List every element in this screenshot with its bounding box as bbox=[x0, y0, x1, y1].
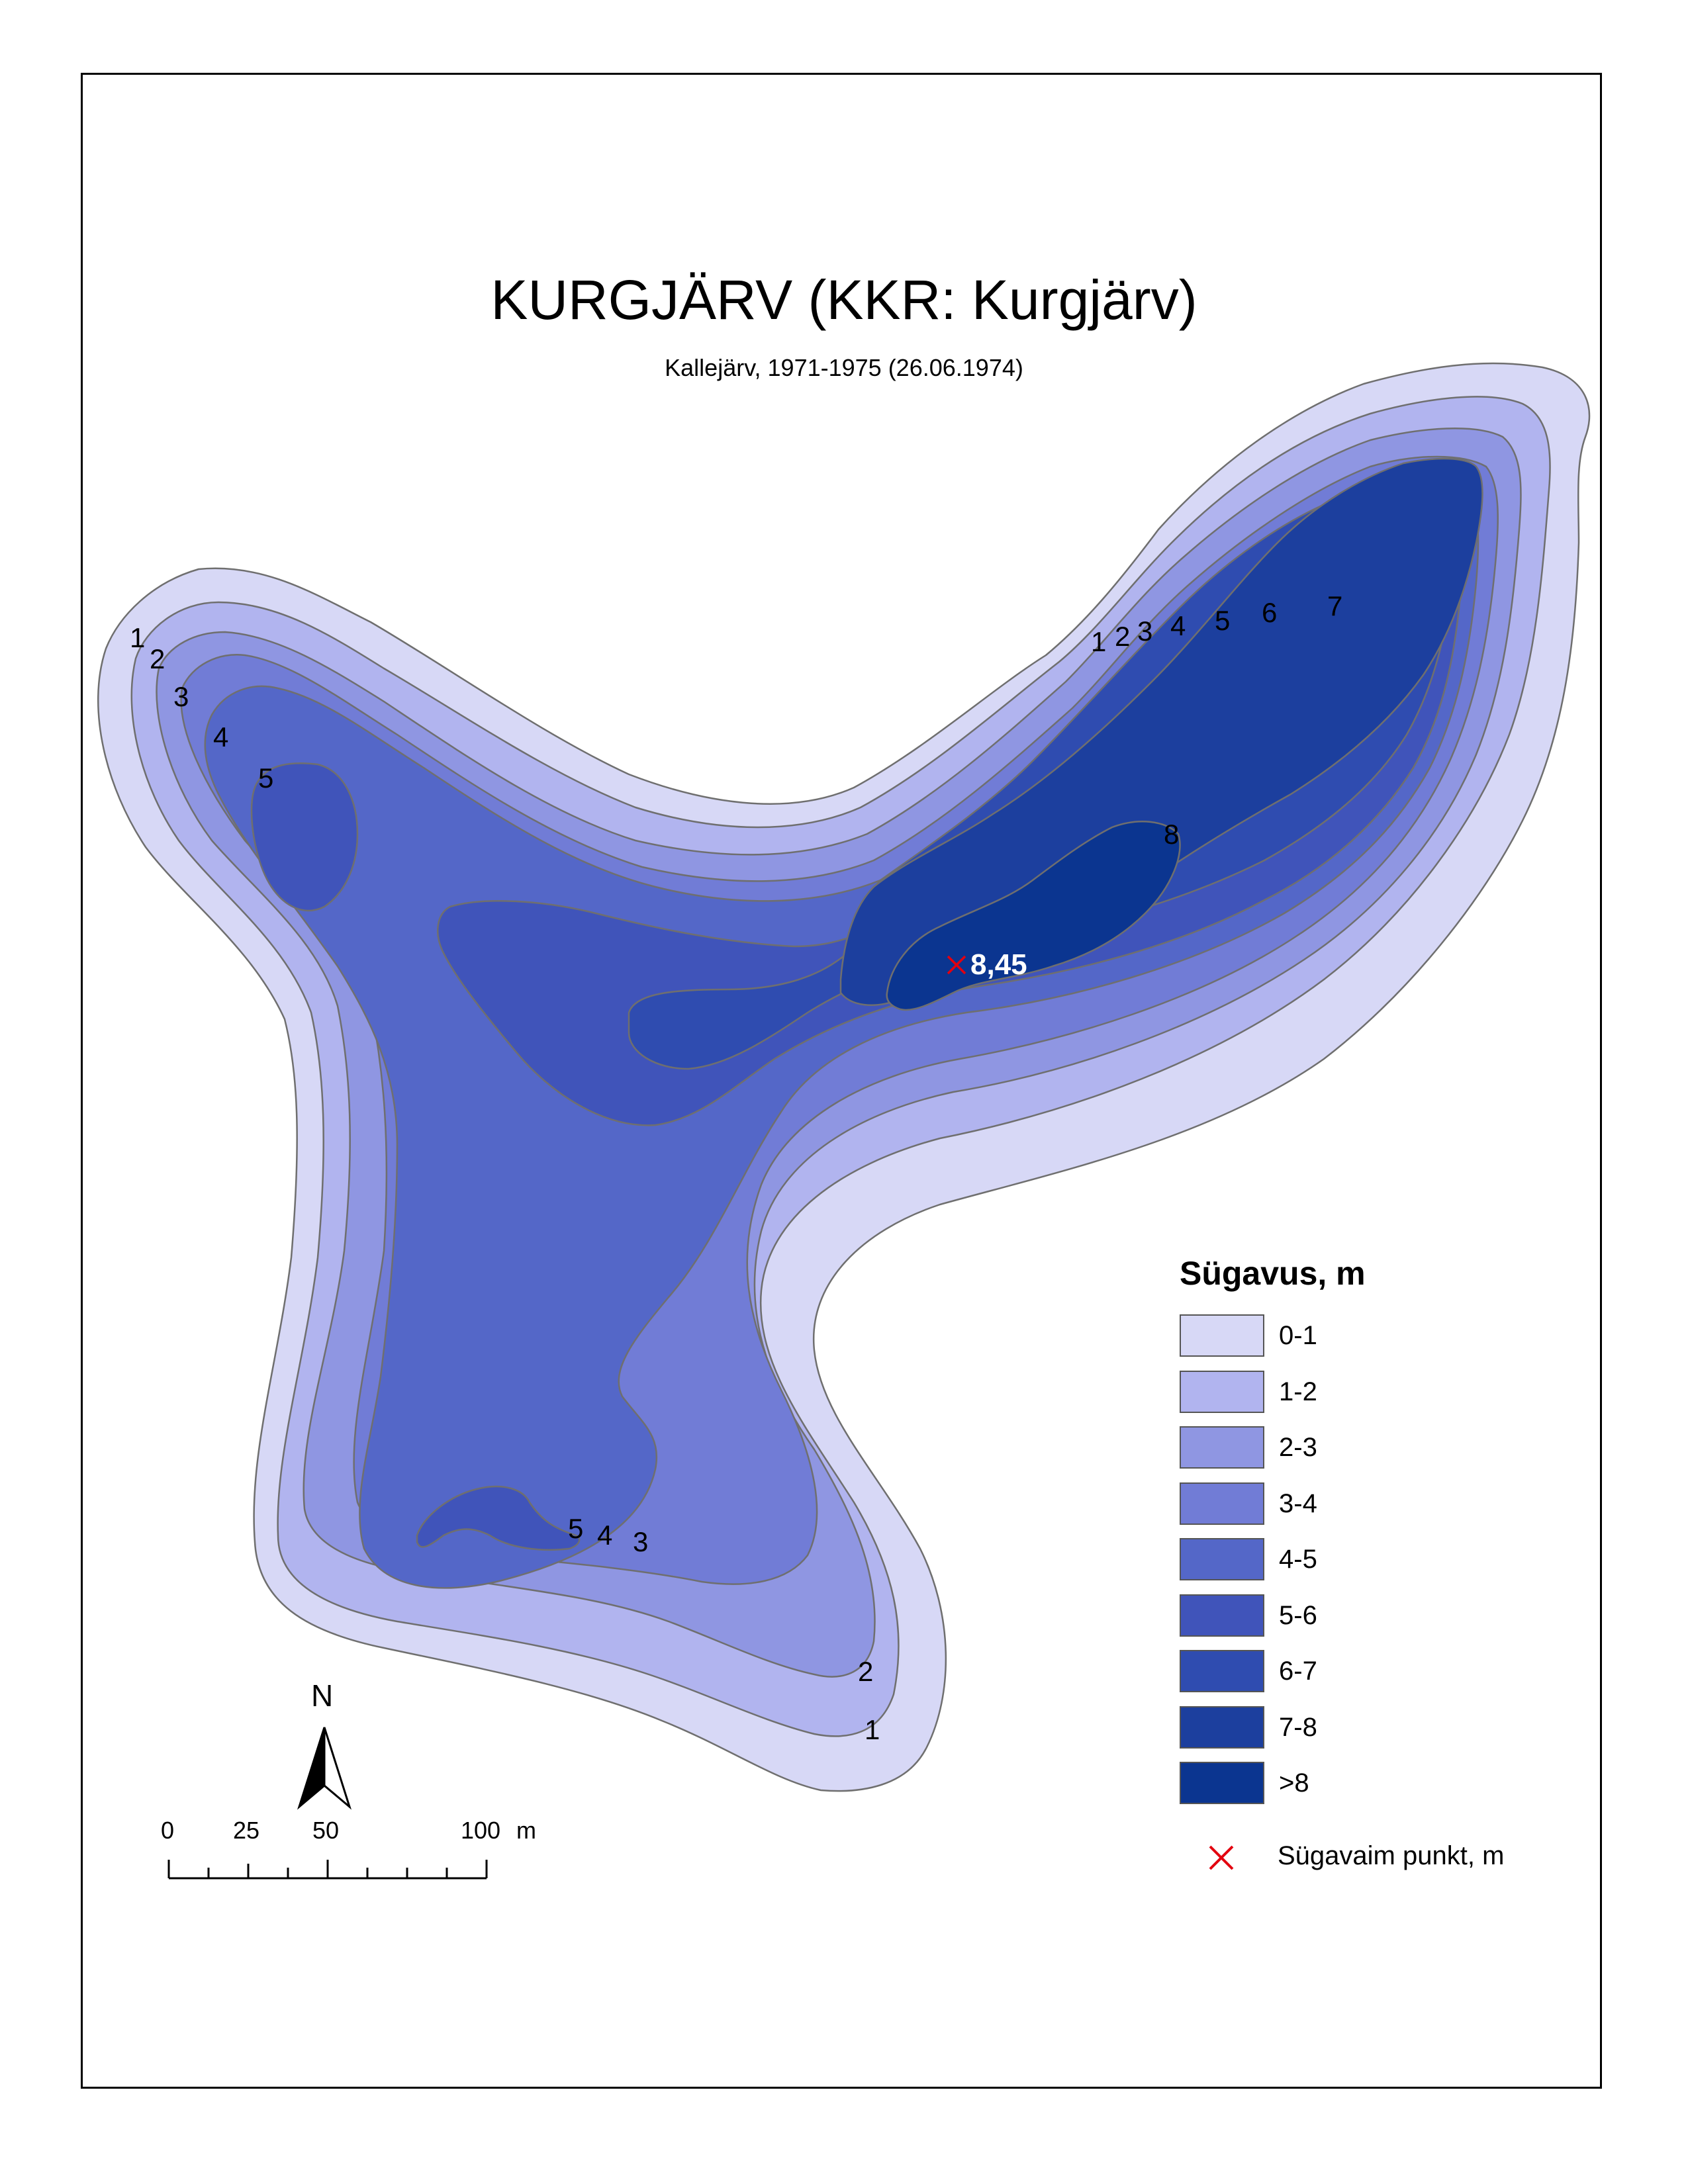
legend-title: Sügavus, m bbox=[1180, 1255, 1366, 1292]
legend-point-label: Sügavaim punkt, m bbox=[1278, 1841, 1505, 1870]
contour-label: 1 bbox=[1091, 626, 1106, 657]
contour-label: 4 bbox=[213, 721, 228, 752]
legend-label: >8 bbox=[1279, 1768, 1309, 1797]
contour-label: 1 bbox=[865, 1714, 880, 1745]
contour-label: 7 bbox=[1327, 590, 1342, 621]
scale-unit: m bbox=[516, 1817, 536, 1844]
contour-label: 2 bbox=[858, 1656, 873, 1687]
contour-label: 4 bbox=[597, 1520, 612, 1551]
scale-tick-label: 100 bbox=[461, 1817, 501, 1844]
legend-swatch bbox=[1180, 1482, 1264, 1525]
legend-item: 7-8 bbox=[1180, 1706, 1444, 1749]
contour-label: 1 bbox=[130, 622, 145, 653]
legend-item: 2-3 bbox=[1180, 1426, 1444, 1469]
legend-item: >8 bbox=[1180, 1762, 1444, 1804]
legend-item: 0-1 bbox=[1180, 1314, 1444, 1357]
legend-label: 7-8 bbox=[1279, 1712, 1317, 1742]
deepest-point-value: 8,45 bbox=[970, 948, 1027, 981]
contour-label: 5 bbox=[568, 1513, 583, 1544]
legend-label: 0-1 bbox=[1279, 1321, 1317, 1350]
map-subtitle: Kallejärv, 1971-1975 (26.06.1974) bbox=[665, 354, 1023, 381]
legend-deepest-point-icon bbox=[1209, 1845, 1234, 1870]
legend-label: 2-3 bbox=[1279, 1433, 1317, 1462]
legend-swatch bbox=[1180, 1706, 1264, 1749]
legend-swatch bbox=[1180, 1650, 1264, 1692]
depth-band-5-6-west bbox=[250, 762, 359, 912]
north-label: N bbox=[311, 1678, 334, 1713]
legend-swatch bbox=[1180, 1426, 1264, 1469]
legend-label: 4-5 bbox=[1279, 1545, 1317, 1574]
legend-item: 4-5 bbox=[1180, 1538, 1444, 1580]
legend-item: 3-4 bbox=[1180, 1482, 1444, 1525]
legend-item: 6-7 bbox=[1180, 1650, 1444, 1692]
map-frame bbox=[81, 73, 1602, 2089]
contour-label: 5 bbox=[1215, 605, 1230, 636]
legend-label: 5-6 bbox=[1279, 1600, 1317, 1630]
legend-swatch bbox=[1180, 1370, 1264, 1413]
map-title: KURGJÄRV (KKR: Kurgjärv) bbox=[491, 269, 1197, 331]
scale-bar bbox=[167, 1860, 488, 1880]
contour-label: 6 bbox=[1262, 597, 1277, 628]
legend-label: 6-7 bbox=[1279, 1657, 1317, 1686]
deepest-point-marker bbox=[947, 955, 966, 975]
legend-swatch bbox=[1180, 1538, 1264, 1580]
scale-tick-label: 50 bbox=[312, 1817, 340, 1844]
legend-swatch bbox=[1180, 1762, 1264, 1804]
legend-label: 1-2 bbox=[1279, 1377, 1317, 1406]
contour-label: 4 bbox=[1170, 610, 1186, 641]
legend-item: 5-6 bbox=[1180, 1594, 1444, 1637]
scale-tick-label: 25 bbox=[233, 1817, 260, 1844]
depth-band-5-6-south bbox=[416, 1485, 581, 1551]
contour-label: 3 bbox=[173, 681, 189, 712]
legend-item: 1-2 bbox=[1180, 1370, 1444, 1413]
contour-label: 3 bbox=[1137, 615, 1152, 647]
contour-label: 3 bbox=[633, 1526, 648, 1557]
north-arrow-icon bbox=[297, 1727, 352, 1810]
legend-swatch bbox=[1180, 1314, 1264, 1357]
legend-swatch bbox=[1180, 1594, 1264, 1637]
contour-label: 2 bbox=[150, 643, 165, 674]
legend-label: 3-4 bbox=[1279, 1488, 1317, 1518]
contour-label: 2 bbox=[1115, 621, 1130, 652]
contour-label: 8 bbox=[1164, 819, 1179, 850]
scale-tick-label: 0 bbox=[161, 1817, 175, 1844]
contour-label: 5 bbox=[258, 762, 273, 794]
